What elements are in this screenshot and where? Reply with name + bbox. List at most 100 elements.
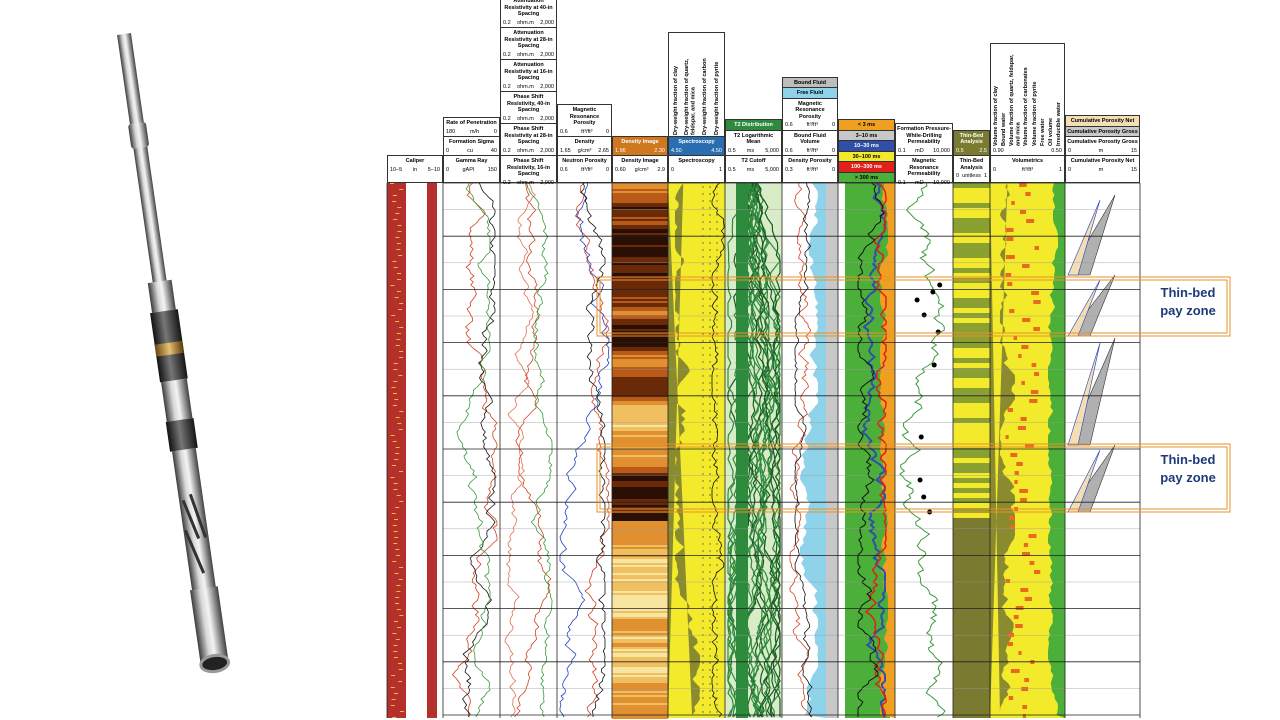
log-fill [612, 683, 668, 685]
texture-dot [702, 494, 704, 496]
texture-dot [702, 445, 704, 447]
header-box: Phase Shift Resistivity at 28-in Spacing… [500, 123, 557, 156]
log-fill [399, 189, 404, 190]
log-fill [953, 488, 990, 493]
texture-dot [709, 312, 711, 314]
log-fill [612, 393, 668, 395]
log-curve [864, 182, 887, 718]
scale-row: 0.2 ohm.m 2,000 [502, 148, 555, 155]
texture-dot [709, 207, 711, 209]
header-title-text: Density [574, 139, 595, 145]
log-fill [953, 408, 990, 413]
track-name-box: Density Porosity 0.3 ft³/ft³ 0 [782, 155, 838, 183]
scale-row: 1.65 g/cm³ 2.65 [559, 148, 610, 155]
texture-dot [709, 543, 711, 545]
log-fill [612, 495, 668, 497]
log-fill [390, 183, 395, 184]
log-fill [612, 355, 668, 357]
log-fill [1005, 273, 1012, 277]
texture-dot [702, 263, 704, 265]
header-title-text: Rate of Penetration [446, 120, 497, 126]
log-fill [953, 513, 990, 518]
header-box: Formation Pressure-While-Drilling Permea… [895, 123, 953, 156]
texture-dot [702, 487, 704, 489]
header-title: Magnetic Resonance Porosity [559, 107, 610, 127]
log-fill [612, 421, 668, 423]
header-title: Rate of Penetration [445, 120, 498, 127]
log-fill [392, 441, 397, 442]
log-fill [612, 523, 668, 525]
track-header: Bound Fluid Free Fluid Magnetic Resonance … [782, 76, 838, 183]
header-box: Bound Fluid Volume 0.6 ft³/ft³ 0 [782, 129, 838, 156]
log-fill [612, 409, 668, 411]
texture-dot [709, 291, 711, 293]
scale-label: 2.5 [979, 147, 987, 154]
texture-dot [716, 200, 718, 202]
vertical-label: Volume fraction of pyrite [1031, 81, 1038, 146]
texture-dot [709, 375, 711, 377]
log-fill [390, 687, 395, 688]
header-title-text: Density Image [621, 139, 659, 145]
texture-dot [702, 669, 704, 671]
texture-dot [702, 704, 704, 706]
log-fill [395, 345, 400, 346]
scale-label: 0.5 [956, 147, 964, 154]
log-fill [392, 195, 397, 196]
texture-dot [716, 424, 718, 426]
texture-dot [709, 452, 711, 454]
log-fill [396, 279, 401, 280]
texture-dot [702, 277, 704, 279]
texture-dot [716, 319, 718, 321]
texture-dot [709, 711, 711, 713]
log-fill [397, 225, 402, 226]
log-fill [612, 441, 668, 443]
log-fill [990, 183, 1015, 718]
log-fill [1007, 282, 1013, 286]
log-fill [612, 655, 668, 657]
texture-dot [716, 207, 718, 209]
header-title-text: Bound Fluid [793, 79, 827, 86]
log-fill [612, 311, 668, 313]
texture-dot [709, 704, 711, 706]
log-fill [953, 453, 990, 458]
log-curve [525, 182, 553, 718]
log-fill [612, 413, 668, 415]
log-fill [612, 685, 668, 687]
log-fill [612, 199, 668, 201]
log-fill [953, 413, 990, 418]
log-fill [612, 189, 668, 191]
texture-dot [709, 389, 711, 391]
log-fill [1022, 318, 1031, 322]
log-fill [612, 195, 668, 197]
log-fill [612, 459, 668, 461]
log-fill [953, 228, 990, 233]
log-fill [953, 443, 990, 448]
log-fill [612, 271, 668, 273]
log-curve [456, 182, 491, 718]
scale-label: ohm.m [517, 147, 534, 154]
log-fill [393, 369, 398, 370]
header-title: Cumulative Porosity Gross [1067, 139, 1138, 146]
log-curve [559, 182, 610, 718]
texture-dot [716, 445, 718, 447]
log-fill [953, 518, 990, 718]
log-fill [396, 333, 401, 334]
log-fill [612, 227, 668, 229]
log-fill [612, 603, 668, 605]
texture-dot [709, 641, 711, 643]
texture-dot [716, 291, 718, 293]
log-fill [393, 621, 398, 622]
texture-dot [709, 361, 711, 363]
texture-dot [702, 438, 704, 440]
log-fill [1018, 651, 1022, 655]
log-fill [612, 663, 668, 665]
log-fill [612, 543, 668, 545]
texture-dot [702, 249, 704, 251]
header-title: Bound Fluid [784, 80, 836, 87]
log-fill [612, 251, 668, 253]
scale-label: 2.9 [657, 166, 665, 173]
log-fill [1048, 183, 1065, 718]
scale-label: 0 [1068, 147, 1072, 154]
track-name-box: Volumetrics 0 ft³/ft³ 1 [990, 155, 1065, 183]
track-name: Gamma Ray [445, 158, 498, 165]
